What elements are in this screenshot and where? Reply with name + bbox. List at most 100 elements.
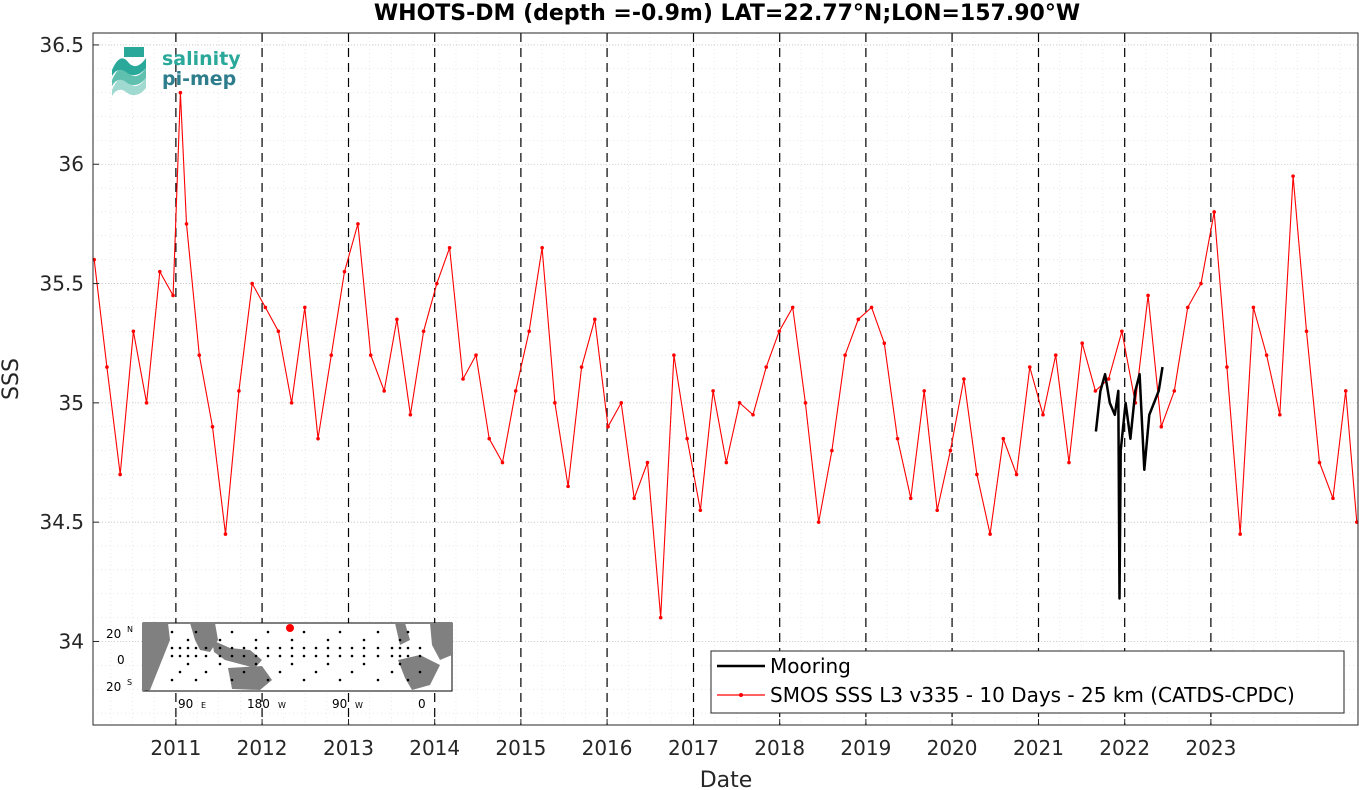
- array-dot: [398, 654, 402, 658]
- y-tick-label: 35.5: [39, 272, 84, 296]
- smos-point: [500, 460, 505, 465]
- array-dot: [186, 646, 190, 650]
- smos-point: [685, 436, 689, 441]
- x-axis: 2011 2012 2013 2014 2015 2016 2017 2018 2019 2020…: [150, 719, 1236, 760]
- smos-point: [895, 436, 900, 441]
- x-axis-label: Date: [700, 768, 753, 790]
- array-dot: [278, 670, 282, 674]
- x-tick-label: 2014: [409, 736, 460, 760]
- smos-point: [223, 532, 228, 536]
- array-dot: [254, 638, 258, 642]
- smos-point: [1331, 496, 1335, 501]
- array-dot: [242, 670, 246, 674]
- array-dot: [218, 646, 222, 650]
- smos-point: [210, 424, 215, 429]
- smos-point: [658, 615, 663, 620]
- array-dot: [178, 646, 182, 650]
- x-tick-label: 2018: [754, 736, 805, 760]
- smos-point: [1185, 305, 1190, 310]
- smos-point: [816, 520, 821, 524]
- array-dot: [290, 638, 294, 642]
- smos-point: [1343, 389, 1348, 393]
- lat-label-south: 20: [106, 680, 121, 694]
- smos-point: [131, 329, 136, 334]
- mooring-array-dots: [170, 630, 422, 682]
- smos-point: [237, 389, 241, 393]
- smos-point: [1225, 365, 1229, 369]
- y-tick-label: 34.5: [39, 510, 84, 534]
- lon-hemi-180: W: [278, 701, 286, 710]
- array-dot: [302, 678, 306, 682]
- chart-title: WHOTS-DM (depth =-0.9m) LAT=22.77°N;LON=…: [374, 1, 1080, 26]
- array-dot: [406, 678, 410, 682]
- smos-point: [803, 401, 808, 405]
- array-dot: [266, 646, 270, 650]
- array-dot: [204, 654, 208, 658]
- smos-point: [1238, 532, 1242, 536]
- smos-point: [790, 305, 795, 310]
- smos-point: [408, 412, 413, 417]
- smos-point: [672, 353, 676, 357]
- legend-box: [710, 650, 1345, 714]
- lon-label-180: 180: [247, 697, 270, 711]
- smos-point: [1041, 412, 1045, 417]
- array-dot: [418, 670, 422, 674]
- array-dot: [230, 654, 234, 658]
- smos-point: [908, 496, 913, 501]
- legend-label-mooring: Mooring: [770, 654, 851, 678]
- array-dot: [194, 630, 198, 634]
- smos-point: [1080, 341, 1084, 346]
- array-dot: [362, 646, 366, 650]
- smos-point: [1120, 329, 1124, 334]
- series: [92, 90, 1359, 620]
- y-tick-label: 36.5: [39, 33, 84, 57]
- array-dot: [362, 638, 366, 642]
- smos-point: [1014, 472, 1019, 477]
- smos-point: [1106, 377, 1111, 381]
- array-dot: [326, 654, 330, 658]
- array-dot: [398, 646, 402, 650]
- grid: [93, 33, 1358, 725]
- array-dot: [242, 654, 246, 658]
- smos-point: [197, 353, 202, 357]
- smos-point: [316, 436, 320, 441]
- smos-point: [1199, 281, 1203, 286]
- smos-point: [368, 353, 373, 357]
- array-dot: [290, 662, 294, 666]
- array-dot: [302, 646, 306, 650]
- array-dot: [362, 654, 366, 658]
- lon-hemi-90w: W: [355, 701, 363, 710]
- smos-point: [105, 365, 109, 369]
- smos-point: [1067, 460, 1071, 465]
- array-dot: [186, 654, 190, 658]
- smos-point: [553, 401, 557, 405]
- x-tick-label: 2011: [150, 736, 201, 760]
- lon-label-0: 0: [418, 697, 426, 711]
- x-tick-label: 2016: [582, 736, 633, 760]
- array-dot: [326, 662, 330, 666]
- smos-point: [540, 245, 544, 250]
- array-dot: [254, 662, 258, 666]
- inset-map: 20 N 0 20 S 90 E 180 W 90 W 0: [106, 622, 453, 711]
- array-dot: [194, 646, 198, 650]
- smos-point: [303, 305, 307, 310]
- array-dot: [278, 646, 282, 650]
- smos-point: [566, 484, 570, 489]
- smos-point: [632, 496, 637, 501]
- smos-point: [579, 365, 584, 369]
- smos-point: [922, 389, 927, 393]
- array-dot: [290, 654, 294, 658]
- smos-point: [144, 401, 149, 405]
- smos-point: [1317, 460, 1322, 465]
- smos-point: [461, 377, 465, 381]
- array-dot: [406, 630, 410, 634]
- smos-point: [988, 532, 992, 536]
- array-dot: [390, 654, 394, 658]
- lat-hemi-south: S: [127, 678, 132, 687]
- array-dot: [338, 630, 342, 634]
- array-dot: [218, 662, 222, 666]
- smos-point: [619, 401, 624, 405]
- smos-point: [856, 317, 861, 322]
- smos-point: [1053, 353, 1058, 357]
